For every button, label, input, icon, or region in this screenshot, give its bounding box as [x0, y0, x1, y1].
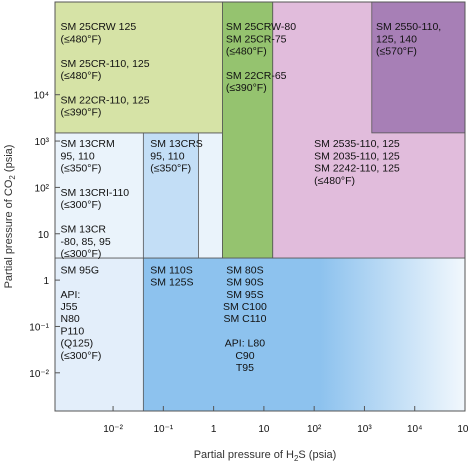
region-label-line: SM 2535-110, 125 [314, 138, 400, 150]
region-label-line: SM 95G [60, 264, 99, 276]
x-axis-title: Partial pressure of H2S (psia) [194, 449, 337, 463]
region-label-line: SM 25CRW 125 [60, 21, 136, 33]
y-tick-label: 10³ [35, 137, 50, 148]
region-label-line: 95, 110 [150, 150, 184, 162]
region-label-line: (≤300°F) [60, 248, 101, 260]
x-tick-label: 10² [307, 424, 322, 435]
region-label-line: -80, 85, 95 [60, 236, 110, 248]
region-label-line: SM C110 [223, 313, 266, 325]
region-label-line: SM 13CRI-110 [60, 187, 129, 199]
region-label-line: (Q125) [60, 338, 93, 350]
region-label-line: SM 125S [150, 277, 193, 289]
x-tick-label: 10⁴ [407, 424, 422, 435]
region-label-line: (≤480°F) [60, 70, 101, 82]
region-label-line: API: [60, 289, 80, 301]
region-label-line: (≤480°F) [314, 175, 355, 187]
region-label-line: SM 13CRS [150, 138, 203, 150]
region-label-line: N80 [60, 313, 79, 325]
region-label-line: SM 2035-110, 125 [314, 150, 400, 162]
x-tick-label: 10³ [357, 424, 372, 435]
region-sm110s [142, 257, 466, 412]
region-label-sm2550: SM 2550-110,125, 140(≤570°F) [376, 21, 441, 57]
region-label-line: T95 [236, 362, 254, 374]
y-tick-label: 10 [38, 230, 50, 241]
region-label-line: SM 25CR-75 [226, 33, 287, 45]
region-label-line: SM 2242-110, 125 [314, 163, 400, 175]
y-tick-label: 1 [43, 276, 49, 287]
region-label-line: SM 25CR-110, 125 [60, 58, 149, 70]
plot-frame [54, 1, 466, 412]
region-label-line: J55 [60, 301, 77, 313]
region-label-line: SM 80S [226, 264, 263, 276]
y-tick-label: 10² [35, 183, 50, 194]
region-label-line: SM 13CR [60, 224, 106, 236]
region-label-line: 95, 110 [60, 150, 94, 162]
region-label-line: (≤390°F) [60, 107, 101, 119]
region-label-line: SM 95S [226, 289, 263, 301]
x-tick-label: 10⁻¹ [153, 424, 173, 435]
region-label-line: (≤390°F) [226, 82, 267, 94]
region-label-line: (≤480°F) [60, 33, 101, 45]
region-sm22cr-110 [54, 1, 223, 134]
x-tick-label: 10 [258, 424, 270, 435]
x-tick-label: 10⁻² [103, 424, 123, 435]
y-tick-label: 10⁻² [29, 369, 49, 380]
region-sm2550 [371, 1, 466, 134]
region-sm13crs [142, 132, 199, 259]
region-label-line: SM 2550-110, [376, 21, 441, 33]
region-label-line: (≤350°F) [60, 163, 101, 175]
axes-layer: 10⁻² 10⁻¹ 1 10 10² 10³ 10⁴ 10⁵ 10⁻² 10⁻¹ 1 10 10² 10³… [3, 1, 468, 463]
region-label-line: SM C100 [223, 301, 267, 313]
y-axis-title: Partial pressure of CO2 (psia) [3, 145, 17, 289]
x-tick-label: 1 [211, 424, 217, 435]
region-label-sm22cr-110: SM 25CRW 125(≤480°F)SM 25CR-110, 125(≤48… [60, 21, 149, 118]
region-label-line: SM 110S [150, 264, 192, 276]
region-label-line: API: L80 [225, 338, 265, 350]
y-tick-label: 10⁻¹ [29, 322, 49, 333]
region-sm25crw-80 [222, 1, 274, 259]
regions-layer [54, 1, 466, 412]
region-label-line: SM 13CRM [60, 138, 114, 150]
region-label-line: P110 [60, 325, 84, 337]
region-label-line: C90 [235, 350, 254, 362]
x-tick-label: 10⁵ [457, 424, 468, 435]
y-tick-label: 10⁴ [34, 91, 49, 102]
region-label-line: (≤570°F) [376, 46, 417, 58]
region-label-line: (≤350°F) [150, 163, 191, 175]
region-label-line: SM 22CR-65 [226, 70, 287, 82]
region-label-line: (≤300°F) [60, 199, 101, 211]
region-label-line: SM 22CR-110, 125 [60, 94, 149, 106]
region-label-line: SM 90S [226, 277, 263, 289]
region-label-line: (≤300°F) [60, 350, 101, 362]
region-label-line: 125, 140 [376, 33, 417, 45]
region-label-line: SM 25CRW-80 [226, 21, 296, 33]
region-label-line: (≤480°F) [226, 46, 267, 58]
